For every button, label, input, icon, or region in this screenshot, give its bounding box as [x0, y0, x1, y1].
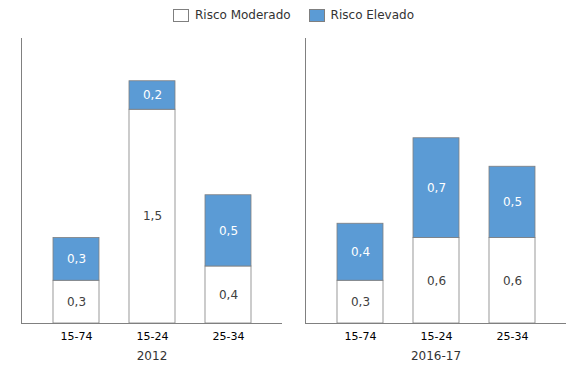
svg-text:0,6: 0,6 [427, 274, 446, 288]
svg-text:0,5: 0,5 [219, 224, 238, 238]
svg-text:0,3: 0,3 [67, 295, 86, 309]
svg-text:1,5: 1,5 [143, 209, 162, 223]
svg-text:0,4: 0,4 [219, 288, 238, 302]
svg-text:25-34: 25-34 [213, 330, 245, 343]
svg-text:15-24: 15-24 [137, 330, 169, 343]
svg-text:2012: 2012 [137, 349, 168, 363]
svg-text:0,3: 0,3 [351, 295, 370, 309]
svg-text:15-74: 15-74 [61, 330, 93, 343]
svg-text:15-74: 15-74 [345, 330, 377, 343]
svg-text:0,5: 0,5 [503, 195, 522, 209]
html-text:Risco Elevado: Risco Elevado [330, 8, 414, 22]
svg-text:0,6: 0,6 [503, 274, 522, 288]
svg-text:0,2: 0,2 [143, 88, 162, 102]
svg-text:0,4: 0,4 [351, 245, 370, 259]
svg-text:0,3: 0,3 [67, 252, 86, 266]
svg-text:15-24: 15-24 [421, 330, 453, 343]
html-text:Risco Moderado: Risco Moderado [195, 8, 291, 22]
svg-text:2016-17: 2016-17 [411, 349, 461, 363]
svg-text:25-34: 25-34 [497, 330, 529, 343]
svg-text:0,7: 0,7 [427, 181, 446, 195]
